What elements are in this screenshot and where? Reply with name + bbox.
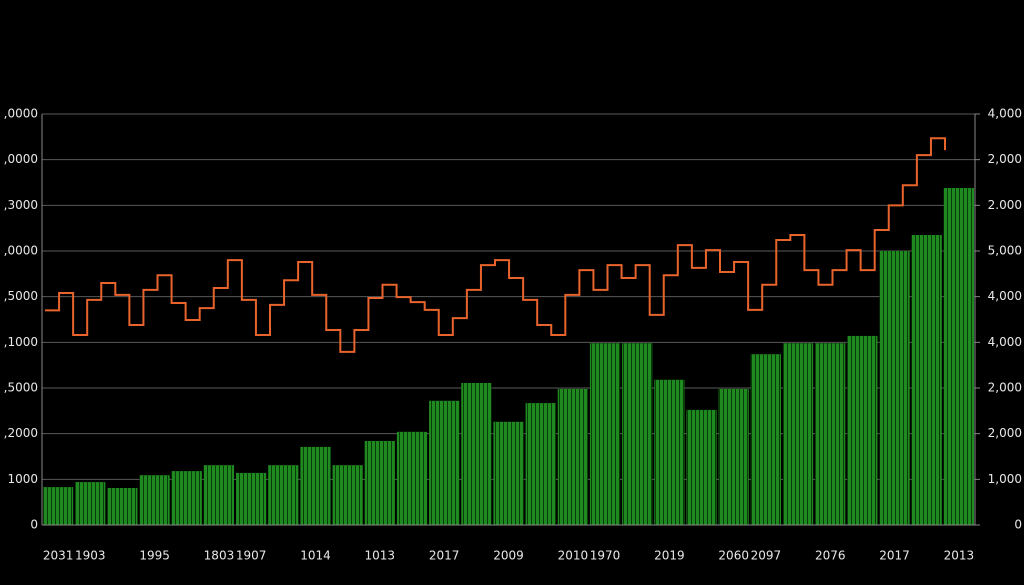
bar (782, 343, 814, 525)
bar (525, 403, 556, 525)
x-tick-label: 1803 (204, 549, 235, 563)
y-tick-label: 1000 (7, 472, 38, 486)
bar (75, 482, 106, 525)
x-tick-label: 2097 (751, 549, 782, 563)
y-tick-label: ,1000 (4, 335, 38, 349)
y2-tick-label: 2,000 (988, 426, 1022, 440)
bar (686, 409, 717, 525)
x-tick-label: 2017 (429, 549, 460, 563)
y-tick-label: 0 (30, 518, 38, 532)
y2-tick-label: 2,000 (988, 152, 1022, 166)
bar (429, 400, 460, 525)
y-tick-label: ,5000 (4, 381, 38, 395)
bar (654, 379, 685, 525)
bar (203, 465, 235, 525)
x-tick-label: 1995 (139, 549, 170, 563)
line (45, 137, 946, 353)
y-tick-label: ,0000 (4, 107, 38, 121)
y2-tick-label: 2.000 (988, 198, 1022, 212)
bar (493, 421, 524, 525)
bar (589, 343, 621, 525)
x-tick-label: 1014 (300, 549, 331, 563)
bar (268, 465, 299, 525)
bar (396, 431, 428, 525)
bar (750, 354, 781, 525)
y2-tick-label: 4,000 (988, 107, 1022, 121)
x-tick-label: 1907 (236, 549, 267, 563)
x-tick-label: 2009 (493, 549, 524, 563)
bar (943, 187, 974, 526)
bar (332, 465, 363, 525)
bar (718, 388, 749, 525)
x-tick-label: 1903 (75, 549, 106, 563)
y-tick-label: ,0000 (4, 244, 38, 258)
bar (171, 471, 202, 525)
x-tick-label: 1970 (590, 549, 621, 563)
x-tick-label: 2019 (654, 549, 685, 563)
x-tick-label: 1013 (365, 549, 396, 563)
bar (139, 475, 170, 525)
x-tick-label: 2013 (944, 549, 975, 563)
y-tick-label: ,2000 (4, 426, 38, 440)
x-tick-label: 2031 (43, 549, 74, 563)
bar (911, 235, 942, 525)
x-tick-label: 2076 (815, 549, 846, 563)
bar (815, 343, 846, 525)
bar (364, 440, 395, 525)
bar (847, 335, 878, 525)
y2-tick-label: 1,000 (988, 472, 1022, 486)
y-tick-label: ,3000 (4, 198, 38, 212)
y2-tick-label: 4,000 (988, 289, 1022, 303)
bar (107, 488, 138, 525)
bar (461, 382, 492, 525)
bar (43, 487, 74, 525)
y-tick-label: ,0000 (4, 152, 38, 166)
bar (879, 251, 910, 525)
bar (300, 446, 331, 525)
y2-tick-label: 0 (1014, 518, 1022, 532)
bar (557, 388, 588, 525)
y2-tick-label: 5,000 (988, 244, 1022, 258)
x-tick-label: 2010 (558, 549, 589, 563)
y2-tick-label: 4,000 (988, 335, 1022, 349)
bar (236, 472, 267, 525)
x-tick-label: 2017 (879, 549, 910, 563)
y2-tick-label: 2,000 (988, 381, 1022, 395)
bar (622, 343, 653, 525)
y-tick-label: ,5000 (4, 289, 38, 303)
x-tick-label: 2060 (718, 549, 749, 563)
